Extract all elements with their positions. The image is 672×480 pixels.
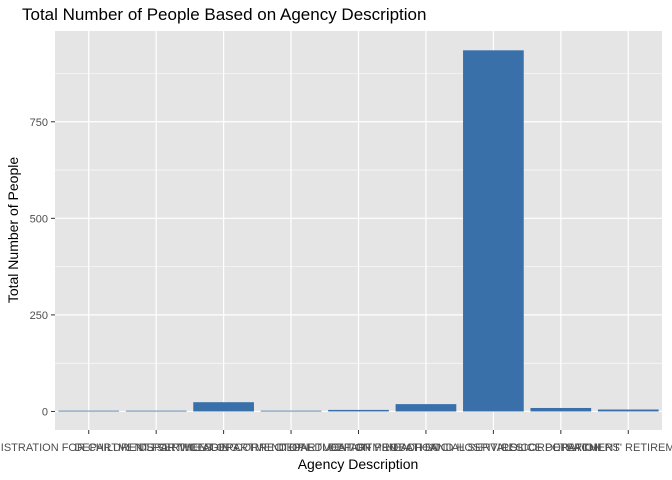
x-tick-label: ADMINISTRATION FOR CHILDREN'S SERVICES [0, 442, 212, 454]
y-tick-label: 250 [30, 310, 48, 322]
bar [328, 409, 389, 412]
x-tick-label: DEPARTMENT OF SOCIAL SERVICES [329, 442, 523, 454]
chart-title: Total Number of People Based on Agency D… [22, 5, 426, 24]
bar [395, 404, 457, 412]
bar [597, 409, 659, 412]
bar [58, 410, 120, 412]
y-axis: 0 250 500 750 [30, 117, 55, 418]
y-tick-label: 0 [42, 406, 48, 418]
y-tick-label: 750 [30, 117, 48, 129]
y-axis-title: Total Number of People [5, 157, 21, 304]
x-axis-title: Agency Description [298, 456, 419, 472]
x-axis: ADMINISTRATION FOR CHILDREN'S SERVICESDE… [0, 430, 672, 454]
bar [260, 410, 322, 412]
bar [530, 407, 592, 412]
x-tick-label: POLICE DEPARTMENT [502, 442, 620, 454]
bar [125, 410, 187, 412]
bar [463, 50, 524, 412]
x-tick-label: DEPARTMENT OF PROBATION [279, 442, 439, 454]
x-tick-label: TEACHERS' RETIREMENT [560, 442, 672, 454]
y-tick-label: 500 [30, 213, 48, 225]
bars [58, 50, 659, 412]
x-tick-label: DEPARTMENT OF CORRECTION [139, 442, 309, 454]
x-tick-label: DEPARTMENT OF EDUCATION [211, 442, 371, 454]
x-tick-label: HEALTH AND HOSPITALS CORPORATION [385, 442, 601, 454]
x-tick-label: DEPARTMENT FOR THE AGING [74, 442, 238, 454]
bar [193, 402, 254, 412]
